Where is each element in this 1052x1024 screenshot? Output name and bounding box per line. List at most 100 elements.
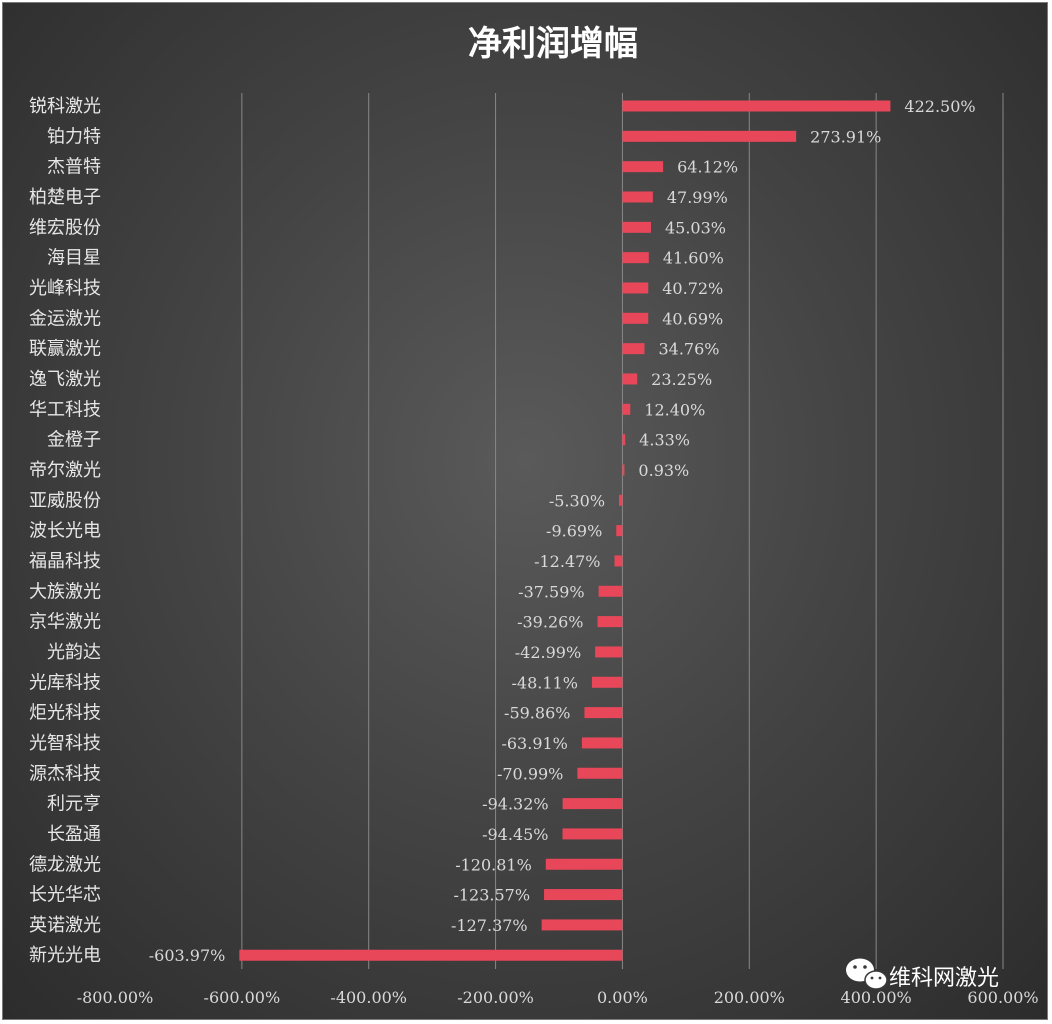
data-label: -12.47% <box>534 552 600 571</box>
bar <box>544 889 623 901</box>
data-label: -120.81% <box>455 855 532 874</box>
category-label: 大族激光 <box>29 581 101 602</box>
category-label: 联赢激光 <box>29 338 101 360</box>
category-label: 光韵达 <box>47 642 101 663</box>
bar <box>622 282 649 294</box>
bar <box>584 707 623 719</box>
data-label: -70.99% <box>497 764 563 783</box>
category-label: 锐科激光 <box>29 96 101 117</box>
data-label: 40.72% <box>662 279 723 298</box>
bar <box>622 373 638 385</box>
bar <box>545 858 623 870</box>
data-label: 23.25% <box>651 370 712 389</box>
category-label: 金运激光 <box>29 308 101 329</box>
category-label: 源杰科技 <box>29 763 101 784</box>
data-label: 45.03% <box>665 218 726 237</box>
data-label: -42.99% <box>515 643 581 662</box>
x-tick-label: 400.00% <box>841 988 912 1007</box>
bar <box>622 100 891 112</box>
category-label: 福晶科技 <box>29 551 101 572</box>
category-label: 维宏股份 <box>29 217 101 238</box>
x-tick-label: 600.00% <box>967 988 1038 1007</box>
category-label: 海目星 <box>47 248 101 269</box>
x-tick-label: -600.00% <box>204 988 281 1007</box>
data-label: -94.45% <box>482 825 548 844</box>
chart-title: 净利润增幅 <box>468 24 638 64</box>
data-label: -94.32% <box>482 795 548 814</box>
bar <box>622 312 649 324</box>
data-label: 47.99% <box>667 188 728 207</box>
data-label: 0.93% <box>638 461 689 480</box>
grid-lines <box>241 93 1004 969</box>
data-label: 422.50% <box>904 97 975 116</box>
category-label: 亚威股份 <box>29 490 101 511</box>
data-label: 64.12% <box>677 158 738 177</box>
value-labels: 422.50% 273.91% 64.12% 47.99% 45.03% 41.60% 40… <box>149 97 976 965</box>
category-label: 京华激光 <box>29 612 101 633</box>
data-label: -59.86% <box>504 704 570 723</box>
category-label: 光峰科技 <box>29 278 101 299</box>
category-label: 长光华芯 <box>29 885 101 906</box>
category-label: 波长光电 <box>29 521 101 542</box>
category-label: 帝尔激光 <box>29 460 101 481</box>
category-label: 金橙子 <box>47 430 101 451</box>
bar <box>595 646 623 658</box>
category-label: 铂力特 <box>47 126 101 147</box>
data-label: 41.60% <box>663 249 724 268</box>
bar <box>622 343 645 355</box>
category-label: 长盈通 <box>47 824 101 845</box>
x-tick-label: -800.00% <box>77 988 154 1007</box>
data-label: -127.37% <box>451 916 528 935</box>
category-label: 利元亨 <box>47 794 101 815</box>
data-label: 273.91% <box>810 127 881 146</box>
category-label: 华工科技 <box>29 399 101 420</box>
data-label: -63.91% <box>501 734 567 753</box>
bar <box>622 191 653 203</box>
x-tick-label: 0.00% <box>597 988 648 1007</box>
category-label: 杰普特 <box>47 157 101 178</box>
category-labels: 锐科激光铂力特杰普特柏楚电子维宏股份海目星光峰科技金运激光联赢激光逸飞激光华工科… <box>29 96 101 966</box>
bar <box>562 828 623 840</box>
watermark-text: 维科网激光 <box>889 966 999 991</box>
data-label: -48.11% <box>511 673 577 692</box>
bar <box>614 555 623 567</box>
data-label: 40.69% <box>662 309 723 328</box>
bar <box>622 130 797 142</box>
data-label: -9.69% <box>546 522 602 541</box>
bar <box>598 585 623 597</box>
category-label: 逸飞激光 <box>29 369 101 390</box>
data-label: 34.76% <box>658 340 719 359</box>
x-axis-tick-labels: -800.00% -600.00% -400.00% -200.00% 0.00% 200… <box>77 988 1039 1007</box>
x-tick-label: -400.00% <box>330 988 407 1007</box>
bar <box>622 252 649 264</box>
data-label: 12.40% <box>644 400 705 419</box>
bar <box>577 767 623 779</box>
wechat-icon <box>846 958 888 990</box>
bar <box>591 676 623 688</box>
bar <box>622 434 626 446</box>
bar <box>562 798 623 810</box>
data-label: 4.33% <box>639 431 690 450</box>
watermark: 维科网激光 <box>846 958 999 991</box>
category-label: 德龙激光 <box>29 854 101 875</box>
x-tick-label: -200.00% <box>457 988 534 1007</box>
bar <box>622 464 625 476</box>
data-label: -39.26% <box>517 613 583 632</box>
bar <box>239 949 623 961</box>
bar <box>622 161 664 173</box>
data-label: -37.59% <box>518 582 584 601</box>
bar <box>619 494 623 506</box>
category-label: 光库科技 <box>29 672 101 693</box>
bars <box>239 100 891 961</box>
category-label: 光智科技 <box>29 733 101 754</box>
bar <box>541 919 623 931</box>
x-tick-label: 200.00% <box>714 988 785 1007</box>
category-label: 新光光电 <box>29 945 101 966</box>
bar <box>616 525 623 537</box>
data-label: -5.30% <box>549 491 605 510</box>
category-label: 柏楚电子 <box>29 187 101 208</box>
chart-svg: 净利润增幅 锐科激光铂力特杰普特柏楚电子维宏股份海目星光峰科技金运激光联赢激光逸… <box>29 24 1039 1007</box>
category-label: 英诺激光 <box>29 915 101 936</box>
bar <box>597 616 623 628</box>
